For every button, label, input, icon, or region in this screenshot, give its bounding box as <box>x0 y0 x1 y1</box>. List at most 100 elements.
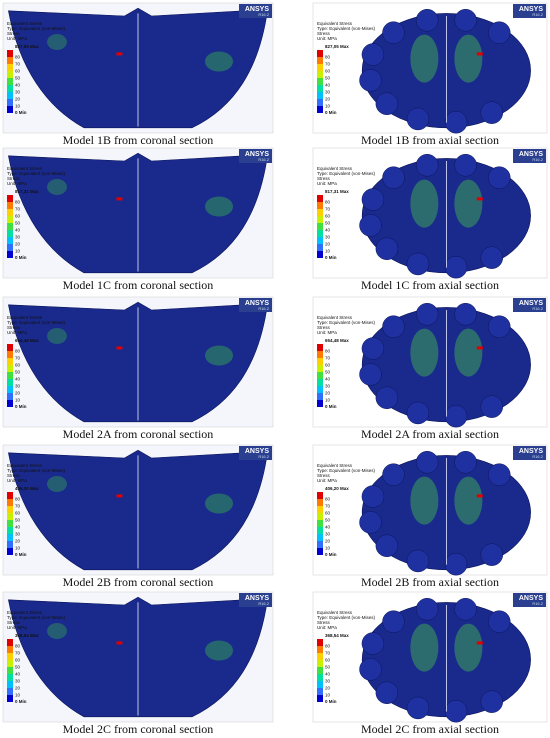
legend-swatch <box>317 99 323 106</box>
legend-level: 50 <box>325 518 331 523</box>
tooth <box>359 658 382 681</box>
legend-level: 50 <box>325 665 331 670</box>
legend-swatch <box>317 195 323 202</box>
legend-level: 60 <box>325 511 331 516</box>
tooth <box>375 534 399 557</box>
legend-swatch <box>7 548 13 555</box>
legend-level: 20 <box>15 391 21 396</box>
legend-level: 50 <box>15 665 21 670</box>
tooth <box>487 166 511 189</box>
legend-swatch <box>317 639 323 646</box>
legend-swatch <box>317 230 323 237</box>
tooth <box>406 107 430 131</box>
stress-patch <box>410 34 439 83</box>
legend-swatch <box>7 372 13 379</box>
max-label: 827,05 Max <box>15 44 39 49</box>
tooth <box>444 110 468 134</box>
legend-level: 70 <box>325 356 331 361</box>
legend-swatch <box>7 534 13 541</box>
caption: Model 2A from coronal section <box>63 427 214 441</box>
ansys-version: R16.2 <box>532 306 543 311</box>
legend-swatch <box>7 216 13 223</box>
caption: Model 2B from axial section <box>361 575 499 589</box>
legend-swatch <box>317 216 323 223</box>
caption: Model 2B from coronal section <box>63 575 214 589</box>
legend-swatch <box>317 660 323 667</box>
legend-level: 80 <box>15 349 21 354</box>
tooth <box>406 252 430 276</box>
max-marker <box>116 197 123 201</box>
tooth <box>454 8 477 32</box>
legend-swatch <box>7 541 13 548</box>
legend-level: 40 <box>325 377 331 382</box>
legend-level: 40 <box>325 672 331 677</box>
legend-swatch <box>317 499 323 506</box>
legend-swatch <box>7 50 13 57</box>
ansys-version: R16.2 <box>258 454 269 459</box>
ansys-logo: ANSYS <box>245 300 269 307</box>
tooth <box>444 699 468 723</box>
stress-patch <box>47 476 67 492</box>
legend-level: 70 <box>325 651 331 656</box>
legend-text: Unit: MPa <box>317 181 337 186</box>
legend-swatch <box>317 681 323 688</box>
legend-text: Unit: MPa <box>317 330 337 335</box>
legend-level: 80 <box>325 497 331 502</box>
legend-swatch <box>317 506 323 513</box>
legend-swatch <box>317 492 323 499</box>
legend-text: Equivalent Stress <box>317 315 353 320</box>
legend-text: Equivalent Stress <box>317 610 353 615</box>
legend-level: 30 <box>15 235 21 240</box>
caption: Model 2C from axial section <box>361 722 499 736</box>
legend-level: 60 <box>325 363 331 368</box>
tooth <box>487 463 511 486</box>
legend-text: Unit: MPa <box>317 478 337 483</box>
logo-bg <box>513 4 546 18</box>
legend-text: Unit: MPa <box>7 181 27 186</box>
stress-patch <box>47 34 67 50</box>
legend-swatch <box>317 358 323 365</box>
legend-swatch <box>7 492 13 499</box>
legend-swatch <box>317 646 323 653</box>
legend-level: 60 <box>325 214 331 219</box>
legend-swatch <box>317 379 323 386</box>
legend-swatch <box>7 681 13 688</box>
legend-swatch <box>7 251 13 258</box>
legend-level: 40 <box>325 228 331 233</box>
legend-swatch <box>317 85 323 92</box>
legend-level: 30 <box>325 384 331 389</box>
legend-level: 60 <box>15 69 21 74</box>
legend-swatch <box>317 393 323 400</box>
min-label: 0 Min <box>15 699 27 704</box>
legend-level: 30 <box>325 235 331 240</box>
ansys-version: R16.2 <box>258 157 269 162</box>
max-label: 817,31 Max <box>15 189 39 194</box>
legend-swatch <box>317 351 323 358</box>
ansys-logo: ANSYS <box>519 300 543 307</box>
stress-patch <box>454 179 483 228</box>
legend-swatch <box>7 520 13 527</box>
tooth <box>444 404 468 428</box>
legend-swatch <box>7 513 13 520</box>
legend-swatch <box>317 92 323 99</box>
legend-swatch <box>7 639 13 646</box>
legend-level: 30 <box>325 90 331 95</box>
legend-swatch <box>7 202 13 209</box>
min-label: 0 Min <box>15 255 27 260</box>
legend-level: 60 <box>325 69 331 74</box>
logo-bg <box>513 593 546 607</box>
tooth <box>382 166 405 189</box>
min-label: 0 Min <box>15 404 27 409</box>
tooth <box>382 21 405 44</box>
max-marker <box>476 52 483 56</box>
legend-swatch <box>317 244 323 251</box>
legend-swatch <box>317 202 323 209</box>
legend-level: 10 <box>15 398 21 403</box>
legend-level: 10 <box>15 693 21 698</box>
legend-swatch <box>7 71 13 78</box>
caption: Model 1C from axial section <box>361 278 499 292</box>
